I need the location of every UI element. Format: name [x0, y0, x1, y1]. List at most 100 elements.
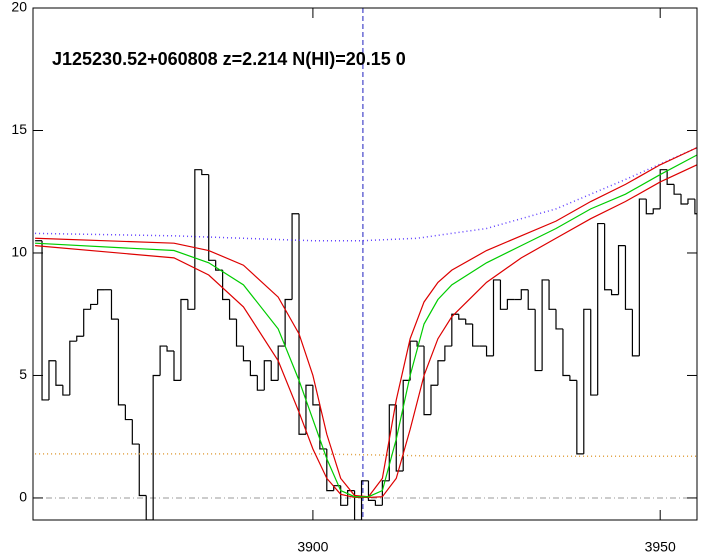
- flux-step: [124, 404, 133, 421]
- flux-step: [270, 360, 279, 381]
- flux-step: [499, 279, 508, 310]
- flux-step: [305, 384, 313, 435]
- x-tick-label: 3900: [297, 539, 328, 555]
- flux-step: [201, 169, 209, 176]
- flux-step: [583, 308, 591, 454]
- flux-step: [555, 309, 563, 330]
- flux-step: [430, 384, 438, 415]
- flux-step: [360, 480, 369, 520]
- y-tick-label: 15: [11, 121, 27, 137]
- flux-step: [492, 279, 501, 356]
- flux-step: [680, 194, 688, 205]
- flux-step: [590, 309, 598, 396]
- flux-step: [138, 444, 147, 497]
- model-line: [35, 164, 697, 499]
- plot-frame: [32, 7, 698, 521]
- y-tick-label: 0: [19, 489, 27, 505]
- flux-step: [694, 199, 697, 215]
- flux-step: [604, 223, 612, 291]
- flux-step: [298, 213, 306, 435]
- flux-step: [520, 289, 529, 300]
- flux-step: [326, 448, 334, 492]
- flux-step: [215, 260, 223, 271]
- flux-step: [444, 345, 452, 361]
- flux-step: [173, 350, 181, 381]
- flux-step: [340, 485, 348, 506]
- plot-area: [33, 8, 697, 520]
- flux-step: [62, 385, 70, 396]
- flux-step: [110, 289, 119, 320]
- flux-step: [437, 360, 445, 386]
- flux-step: [235, 319, 244, 347]
- flux-step: [41, 240, 49, 401]
- flux-step: [187, 299, 195, 310]
- flux-step: [194, 169, 202, 310]
- flux-step: [277, 345, 286, 381]
- flux-step: [395, 404, 404, 472]
- y-tick-label: 20: [11, 0, 27, 15]
- flux-step: [485, 346, 494, 357]
- flux-step: [90, 303, 98, 310]
- flux-step: [423, 346, 431, 416]
- flux-step: [69, 340, 77, 396]
- flux-step: [402, 379, 411, 472]
- flux-step: [145, 495, 154, 520]
- flux-step: [96, 289, 105, 305]
- flux-step: [249, 360, 258, 377]
- flux-step: [263, 360, 272, 391]
- flux-step: [256, 375, 265, 391]
- model-line: [35, 154, 697, 498]
- flux-step: [673, 184, 682, 195]
- y-tick-label: 5: [19, 366, 27, 382]
- flux-step: [367, 480, 376, 502]
- flux-step: [159, 345, 168, 376]
- flux-step: [152, 374, 161, 520]
- flux-step: [687, 198, 695, 204]
- flux-step: [374, 500, 383, 506]
- flux-step: [312, 385, 320, 406]
- flux-step: [48, 360, 56, 400]
- flux-step: [472, 324, 480, 347]
- flux-step: [659, 169, 668, 209]
- flux-step: [548, 279, 557, 310]
- flux-step: [624, 245, 633, 310]
- flux-step: [208, 174, 216, 261]
- flux-step: [353, 490, 362, 520]
- flux-step: [131, 419, 140, 445]
- flux-step: [291, 213, 300, 300]
- flux-step: [222, 270, 230, 301]
- flux-step: [117, 319, 126, 406]
- flux-step: [55, 360, 63, 386]
- flux-step: [242, 346, 251, 362]
- y-tick-label: 10: [11, 244, 27, 260]
- flux-step: [569, 375, 577, 381]
- flux-step: [319, 404, 327, 450]
- flux-step: [388, 404, 397, 481]
- flux-step: [83, 308, 91, 337]
- flux-step: [228, 299, 237, 320]
- flux-step: [541, 279, 550, 371]
- flux-step: [458, 314, 466, 320]
- flux-step: [527, 289, 536, 310]
- flux-step: [534, 309, 543, 372]
- flux-step: [347, 490, 355, 506]
- flux-step: [652, 208, 661, 214]
- flux-step: [465, 319, 473, 325]
- flux-step: [576, 380, 584, 455]
- chart-title: J125230.52+060808 z=2.214 N(HI)=20.15 0: [52, 49, 406, 69]
- flux-step: [597, 222, 605, 396]
- flux-step: [76, 335, 84, 342]
- flux-step: [506, 298, 515, 310]
- flux-step: [631, 309, 640, 357]
- flux-step: [451, 313, 459, 347]
- flux-step: [284, 298, 293, 347]
- flux-step: [166, 346, 174, 352]
- flux-step: [666, 169, 675, 185]
- flux-step: [610, 289, 619, 296]
- flux-step: [638, 198, 647, 356]
- flux-step: [645, 199, 654, 215]
- flux-step: [562, 328, 570, 377]
- x-tick-label: 3950: [645, 539, 676, 555]
- dotted-line: [35, 453, 697, 458]
